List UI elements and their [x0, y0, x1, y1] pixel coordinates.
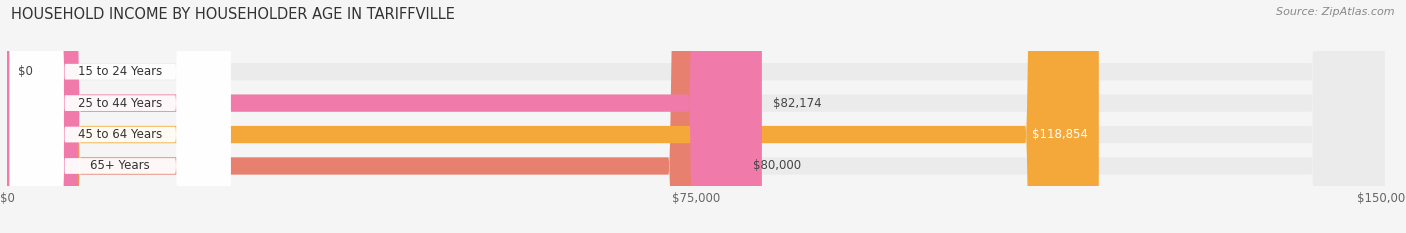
Text: $0: $0 [18, 65, 32, 78]
FancyBboxPatch shape [7, 0, 1099, 233]
Text: $82,174: $82,174 [773, 97, 821, 110]
Text: 25 to 44 Years: 25 to 44 Years [77, 97, 162, 110]
FancyBboxPatch shape [10, 0, 231, 233]
FancyBboxPatch shape [7, 0, 762, 233]
Text: $80,000: $80,000 [754, 159, 801, 172]
Text: Source: ZipAtlas.com: Source: ZipAtlas.com [1277, 7, 1395, 17]
Text: 15 to 24 Years: 15 to 24 Years [77, 65, 162, 78]
FancyBboxPatch shape [10, 0, 231, 233]
FancyBboxPatch shape [10, 0, 231, 233]
FancyBboxPatch shape [7, 0, 1385, 233]
FancyBboxPatch shape [7, 0, 742, 233]
Text: 45 to 64 Years: 45 to 64 Years [77, 128, 162, 141]
FancyBboxPatch shape [7, 0, 1385, 233]
Text: HOUSEHOLD INCOME BY HOUSEHOLDER AGE IN TARIFFVILLE: HOUSEHOLD INCOME BY HOUSEHOLDER AGE IN T… [11, 7, 456, 22]
FancyBboxPatch shape [7, 0, 1385, 233]
FancyBboxPatch shape [7, 0, 1385, 233]
Text: $118,854: $118,854 [1032, 128, 1088, 141]
Text: 65+ Years: 65+ Years [90, 159, 150, 172]
FancyBboxPatch shape [10, 0, 231, 233]
